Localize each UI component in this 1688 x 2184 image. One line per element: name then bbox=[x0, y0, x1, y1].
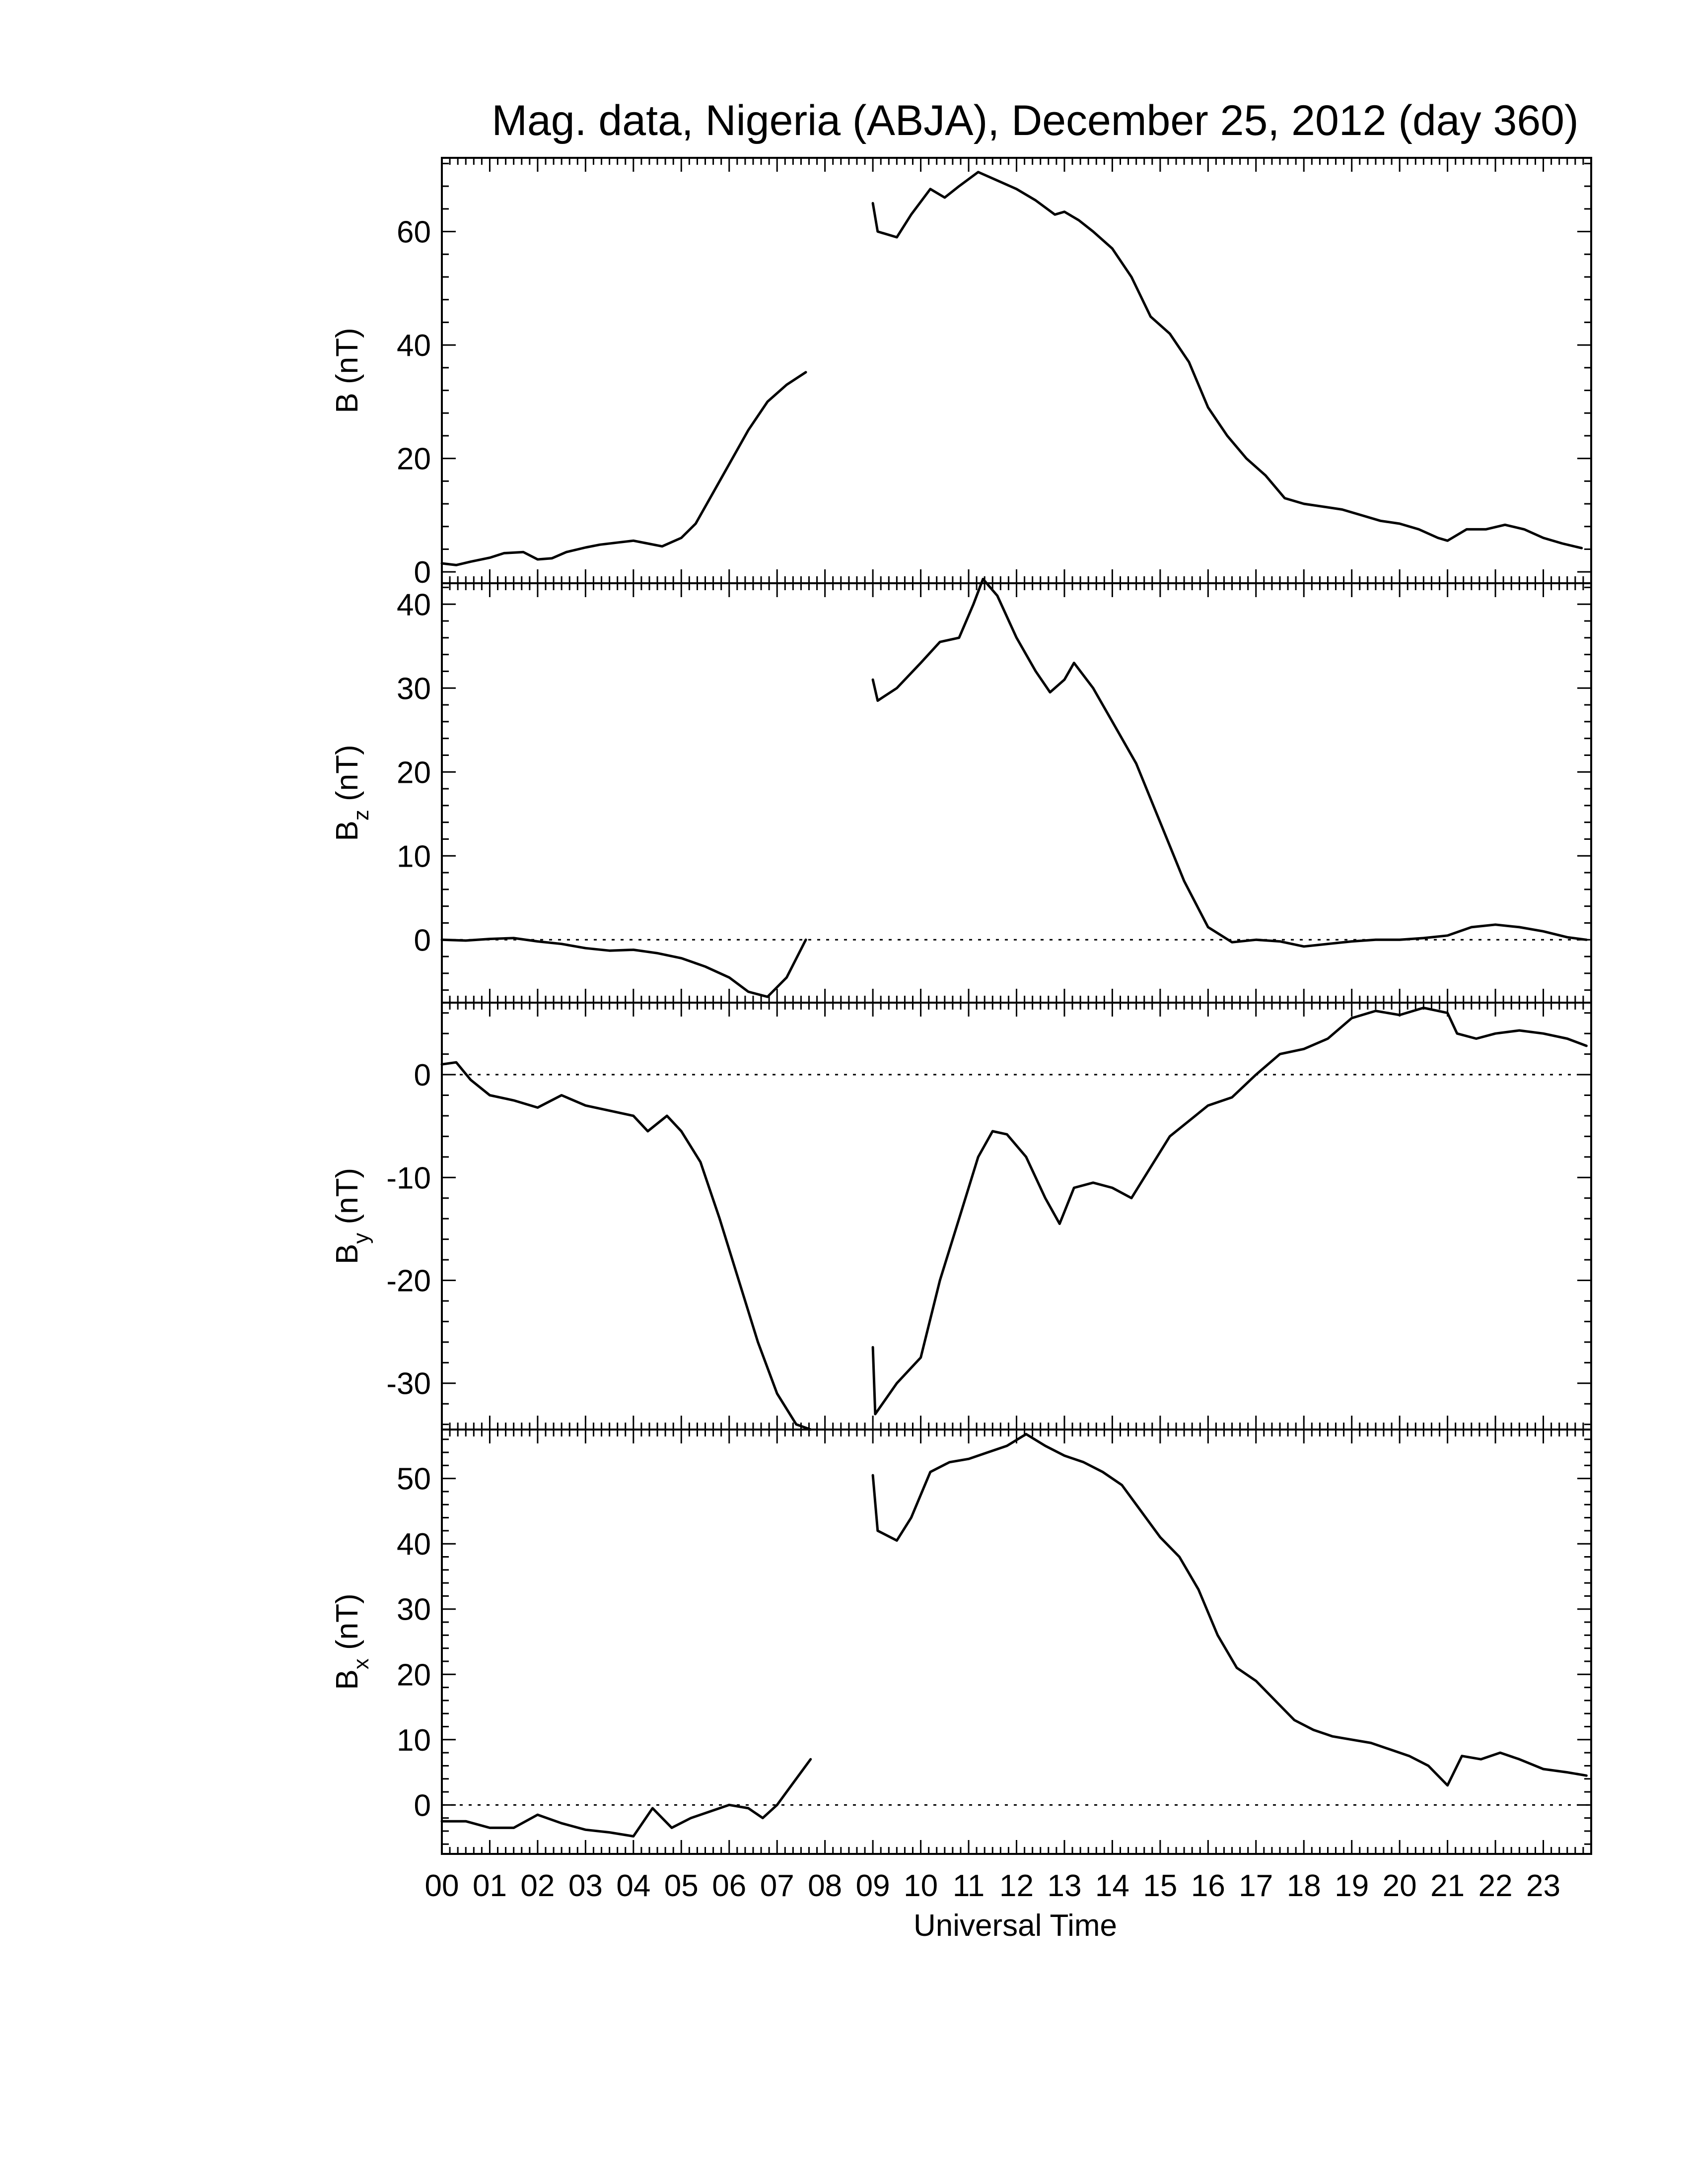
x-tick-label-16: 16 bbox=[1191, 1869, 1225, 1903]
y-tick-label-Bx-4: 40 bbox=[397, 1527, 431, 1562]
x-tick-label-04: 04 bbox=[616, 1869, 650, 1903]
panel-frame-B bbox=[441, 157, 1592, 584]
x-ticks-B bbox=[441, 158, 1592, 583]
y-tick-label-By-0: 0 bbox=[414, 1058, 431, 1092]
x-tick-label-20: 20 bbox=[1383, 1869, 1417, 1903]
y-axis-label-By: By (nT) bbox=[330, 1168, 373, 1264]
x-tick-label-12: 12 bbox=[999, 1869, 1034, 1903]
panel-frame-By bbox=[441, 1002, 1592, 1431]
x-tick-label-01: 01 bbox=[473, 1869, 507, 1903]
x-tick-label-22: 22 bbox=[1478, 1869, 1513, 1903]
y-tick-label-By-3: -30 bbox=[386, 1367, 431, 1401]
y-axis-label-Bx: Bx (nT) bbox=[330, 1593, 373, 1690]
y-tick-label-By-1: -10 bbox=[386, 1161, 431, 1195]
y-ticks-Bz bbox=[442, 586, 1591, 991]
y-tick-label-Bx-3: 30 bbox=[397, 1593, 431, 1627]
x-tick-label-07: 07 bbox=[760, 1869, 794, 1903]
y-tick-label-Bx-5: 50 bbox=[397, 1462, 431, 1497]
series-line-B-0 bbox=[440, 371, 807, 566]
series-line-B-1 bbox=[871, 171, 1583, 549]
y-tick-label-Bx-1: 10 bbox=[397, 1723, 431, 1758]
series-line-Bz-1 bbox=[871, 578, 1588, 948]
y-tick-label-B-3: 60 bbox=[397, 215, 431, 250]
y-tick-label-B-0: 0 bbox=[414, 555, 431, 590]
x-tick-label-11: 11 bbox=[953, 1869, 985, 1903]
x-ticks-By bbox=[441, 1003, 1592, 1430]
y-tick-label-Bx-0: 0 bbox=[414, 1788, 431, 1823]
x-tick-label-06: 06 bbox=[712, 1869, 746, 1903]
x-tick-label-23: 23 bbox=[1526, 1869, 1560, 1903]
x-tick-label-05: 05 bbox=[664, 1869, 699, 1903]
x-tick-label-08: 08 bbox=[808, 1869, 842, 1903]
y-tick-label-Bx-2: 20 bbox=[397, 1658, 431, 1692]
series-line-Bx-0 bbox=[440, 1758, 812, 1838]
y-ticks-By bbox=[442, 1012, 1591, 1426]
panel-Bx: 0 10 20 30 40 50 Bx (nT) bbox=[330, 1429, 1592, 1855]
x-tick-label-00: 00 bbox=[425, 1869, 459, 1903]
y-ticks-B bbox=[442, 162, 1591, 573]
x-tick-label-14: 14 bbox=[1095, 1869, 1129, 1903]
x-tick-label-17: 17 bbox=[1239, 1869, 1273, 1903]
x-axis-label: Universal Time bbox=[914, 1909, 1117, 1943]
y-axis-label-Bz: Bz (nT) bbox=[330, 745, 373, 841]
chart-panels: 0 20 40 60 B (nT) 0 10 20 30 40 Bz (nT) 0 -10 -20 -30 B… bbox=[330, 157, 1592, 1855]
y-tick-label-Bz-4: 40 bbox=[397, 588, 431, 622]
series-line-By-1 bbox=[871, 1006, 1588, 1416]
y-tick-label-Bz-3: 30 bbox=[397, 672, 431, 706]
y-tick-label-Bz-0: 0 bbox=[414, 923, 431, 957]
y-axis-label-B: B (nT) bbox=[330, 328, 364, 413]
x-tick-label-13: 13 bbox=[1047, 1869, 1081, 1903]
x-tick-label-19: 19 bbox=[1335, 1869, 1369, 1903]
panel-Bz: 0 10 20 30 40 Bz (nT) bbox=[330, 578, 1592, 1004]
series-line-By-0 bbox=[440, 1061, 812, 1431]
y-tick-label-Bz-2: 20 bbox=[397, 755, 431, 790]
panel-By: 0 -10 -20 -30 By (nT) bbox=[330, 1002, 1592, 1431]
y-tick-label-Bz-1: 10 bbox=[397, 839, 431, 874]
panel-frame-Bx bbox=[441, 1429, 1592, 1855]
x-tick-label-15: 15 bbox=[1143, 1869, 1177, 1903]
x-ticks-Bz bbox=[441, 583, 1592, 1003]
series-line-Bz-0 bbox=[440, 937, 807, 998]
x-tick-label-10: 10 bbox=[904, 1869, 938, 1903]
x-tick-labels: 00 01 02 03 04 05 06 07 08 09 10 11 12 13 14 15 16 17 18 19… bbox=[425, 1869, 1561, 1903]
y-ticks-Bx bbox=[442, 1438, 1591, 1845]
y-tick-label-B-2: 40 bbox=[397, 329, 431, 363]
x-tick-label-03: 03 bbox=[568, 1869, 603, 1903]
x-tick-label-18: 18 bbox=[1287, 1869, 1321, 1903]
chart-title: Mag. data, Nigeria (ABJA), December 25, … bbox=[492, 97, 1578, 144]
x-tick-label-21: 21 bbox=[1430, 1869, 1465, 1903]
y-tick-label-B-1: 20 bbox=[397, 442, 431, 477]
panel-B: 0 20 40 60 B (nT) bbox=[330, 157, 1592, 590]
series-line-Bx-1 bbox=[871, 1433, 1588, 1787]
y-tick-label-By-2: -20 bbox=[386, 1264, 431, 1298]
x-tick-label-09: 09 bbox=[856, 1869, 890, 1903]
x-ticks-Bx bbox=[441, 1430, 1592, 1854]
x-tick-label-02: 02 bbox=[520, 1869, 555, 1903]
